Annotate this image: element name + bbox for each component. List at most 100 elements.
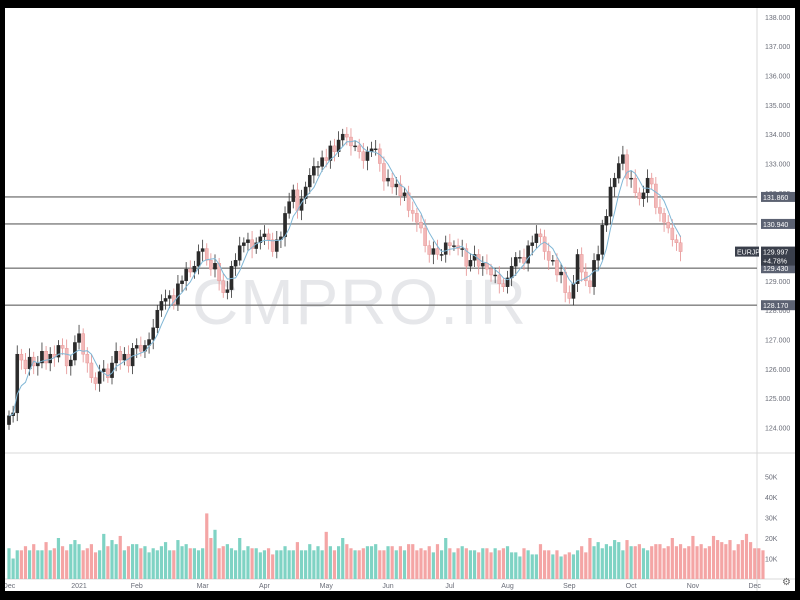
candle-body	[332, 145, 337, 152]
volume-bar	[135, 544, 139, 579]
price-tick-label: 135.000	[765, 103, 790, 110]
candle-body	[546, 251, 551, 261]
volume-bar	[637, 544, 641, 579]
candle-body	[386, 177, 390, 182]
candle-body	[262, 233, 267, 238]
candle-body	[641, 192, 646, 199]
volume-bar	[736, 544, 740, 579]
volume-bar	[427, 546, 431, 579]
candlestick-chart: CMPRO.IR 124.000 125.000 126.000 127.000 128…	[5, 8, 795, 591]
volume-bar	[159, 546, 164, 579]
volume-bar	[184, 544, 188, 579]
volume-bar	[617, 542, 621, 579]
volume-bar	[60, 546, 65, 579]
volume-bar	[52, 548, 56, 579]
volume-bar	[530, 554, 534, 579]
volume-bar	[36, 550, 40, 579]
time-axis-label: Aug	[501, 583, 514, 590]
last-price-tag	[761, 246, 795, 266]
price-tick-label: 129.000	[765, 279, 790, 286]
volume-bar	[551, 554, 555, 579]
volume-bar	[139, 548, 143, 579]
candle-body	[637, 192, 642, 199]
candle-body	[320, 157, 324, 167]
candle-body	[56, 345, 61, 358]
volume-bar	[201, 548, 205, 579]
volume-bar	[563, 554, 567, 579]
volume-bar	[592, 546, 596, 579]
volume-bar	[85, 548, 89, 579]
volume-bar	[69, 544, 73, 579]
candle-body	[654, 183, 658, 208]
candle-body	[15, 353, 20, 414]
candle-body	[435, 248, 440, 255]
volume-bar	[596, 542, 600, 579]
settings-gear-icon[interactable]: ⚙	[782, 577, 791, 588]
candle-body	[159, 301, 164, 311]
candle-body	[588, 280, 592, 287]
candle-body	[443, 242, 448, 255]
candle-body	[225, 289, 230, 293]
volume-bar	[662, 548, 666, 579]
volume-bar	[15, 550, 19, 579]
volume-bar	[633, 546, 637, 579]
candle-body	[575, 254, 580, 284]
candle-body	[353, 145, 357, 148]
candle-body	[670, 227, 675, 240]
volume-bar	[196, 550, 201, 579]
candle-body	[649, 177, 654, 185]
volume-tick-label: 10K	[765, 557, 778, 564]
volume-bar	[341, 538, 345, 579]
volume-bar	[456, 548, 460, 579]
volume-bar	[28, 550, 32, 579]
candle-body	[365, 151, 370, 161]
volume-bar	[357, 550, 361, 579]
volume-bar	[258, 552, 262, 579]
candle-body	[662, 213, 666, 223]
candle-body	[357, 145, 362, 152]
candle-body	[534, 233, 539, 243]
candle-body	[60, 345, 65, 349]
volume-bar	[102, 533, 106, 579]
volume-bar	[575, 550, 580, 579]
candle-body	[340, 133, 345, 141]
volume-bar	[584, 552, 588, 579]
candle-body	[176, 283, 180, 305]
volume-bar	[588, 538, 592, 579]
price-tick-label: 134.000	[765, 132, 790, 139]
candle-body	[621, 154, 625, 164]
candle-body	[307, 175, 312, 188]
volume-bar	[151, 548, 155, 579]
candle-body	[493, 274, 497, 277]
volume-bar	[534, 554, 538, 579]
volume-bar	[361, 548, 365, 579]
volume-bar	[378, 550, 382, 579]
volume-bar	[658, 544, 662, 579]
candle-body	[423, 227, 427, 246]
volume-bar	[761, 550, 765, 579]
volume-bar	[192, 548, 196, 579]
level-price-tag	[761, 191, 795, 202]
candle-body	[604, 216, 609, 226]
level-price-tag	[761, 263, 795, 274]
candle-body	[439, 254, 444, 256]
volume-bar	[98, 550, 102, 579]
volume-bar	[398, 546, 402, 579]
volume-bar	[312, 550, 316, 579]
candle-body	[312, 166, 316, 176]
candle-body	[134, 345, 139, 349]
candle-body	[266, 233, 271, 240]
candle-body	[204, 248, 209, 261]
candle-body	[316, 166, 320, 168]
symbol-tag	[735, 246, 759, 257]
candle-body	[23, 359, 28, 370]
volume-bar	[666, 546, 670, 579]
candle-body	[122, 353, 127, 361]
volume-bar	[147, 552, 151, 579]
volume-tick-label: 20K	[765, 536, 778, 543]
volume-bar	[724, 544, 728, 579]
volume-bar	[44, 542, 48, 579]
candle-body	[382, 163, 386, 182]
candle-body	[345, 133, 349, 138]
volume-bar	[349, 548, 353, 579]
